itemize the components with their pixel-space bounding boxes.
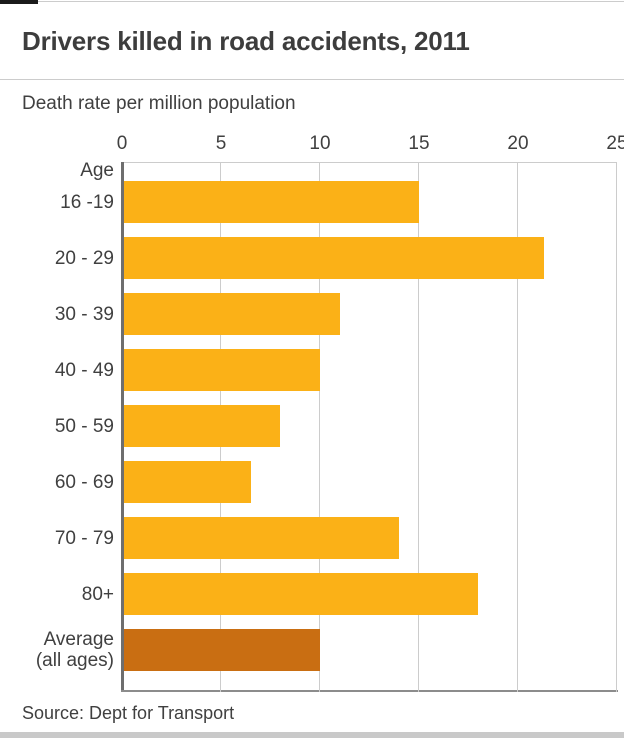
bar-label: Average (all ages) (35, 629, 114, 671)
chart-title: Drivers killed in road accidents, 2011 (22, 26, 470, 56)
x-tick-label: 0 (116, 133, 128, 154)
x-axis-baseline (121, 690, 618, 692)
bar-label: 70 - 79 (54, 527, 114, 549)
bar (124, 349, 320, 391)
bar-label: 50 - 59 (54, 415, 114, 437)
age-axis-header: Age (80, 160, 114, 181)
bar (124, 517, 400, 559)
bar-label: 20 - 29 (54, 247, 114, 269)
bar-label: 60 - 69 (54, 471, 114, 493)
bar (124, 293, 340, 335)
bar-label: 80+ (81, 583, 114, 605)
bar (124, 405, 281, 447)
bar (124, 461, 251, 503)
bar (124, 181, 419, 223)
x-tick-label: 20 (507, 133, 529, 154)
x-tick-label: 25 (606, 133, 624, 154)
bottom-strip (0, 732, 624, 738)
bar (124, 237, 544, 279)
x-tick-label: 15 (408, 133, 430, 154)
bar-label: 40 - 49 (54, 359, 114, 381)
chart-subtitle: Death rate per million population (22, 93, 296, 114)
source-note: Source: Dept for Transport (22, 703, 235, 723)
bar-label: 16 -19 (60, 191, 114, 213)
gridline (616, 162, 617, 692)
bar (124, 629, 320, 671)
title-rule (0, 79, 624, 80)
y-axis-line (121, 162, 124, 692)
gridline (319, 162, 320, 692)
bar (124, 573, 479, 615)
plot-top-border (122, 162, 617, 163)
gridline (418, 162, 419, 692)
top-accent-bar (0, 0, 38, 4)
gridline (517, 162, 518, 692)
x-tick-label: 5 (215, 133, 227, 154)
top-hairline (0, 1, 624, 2)
bar-label: 30 - 39 (54, 303, 114, 325)
x-tick-label: 10 (309, 133, 331, 154)
